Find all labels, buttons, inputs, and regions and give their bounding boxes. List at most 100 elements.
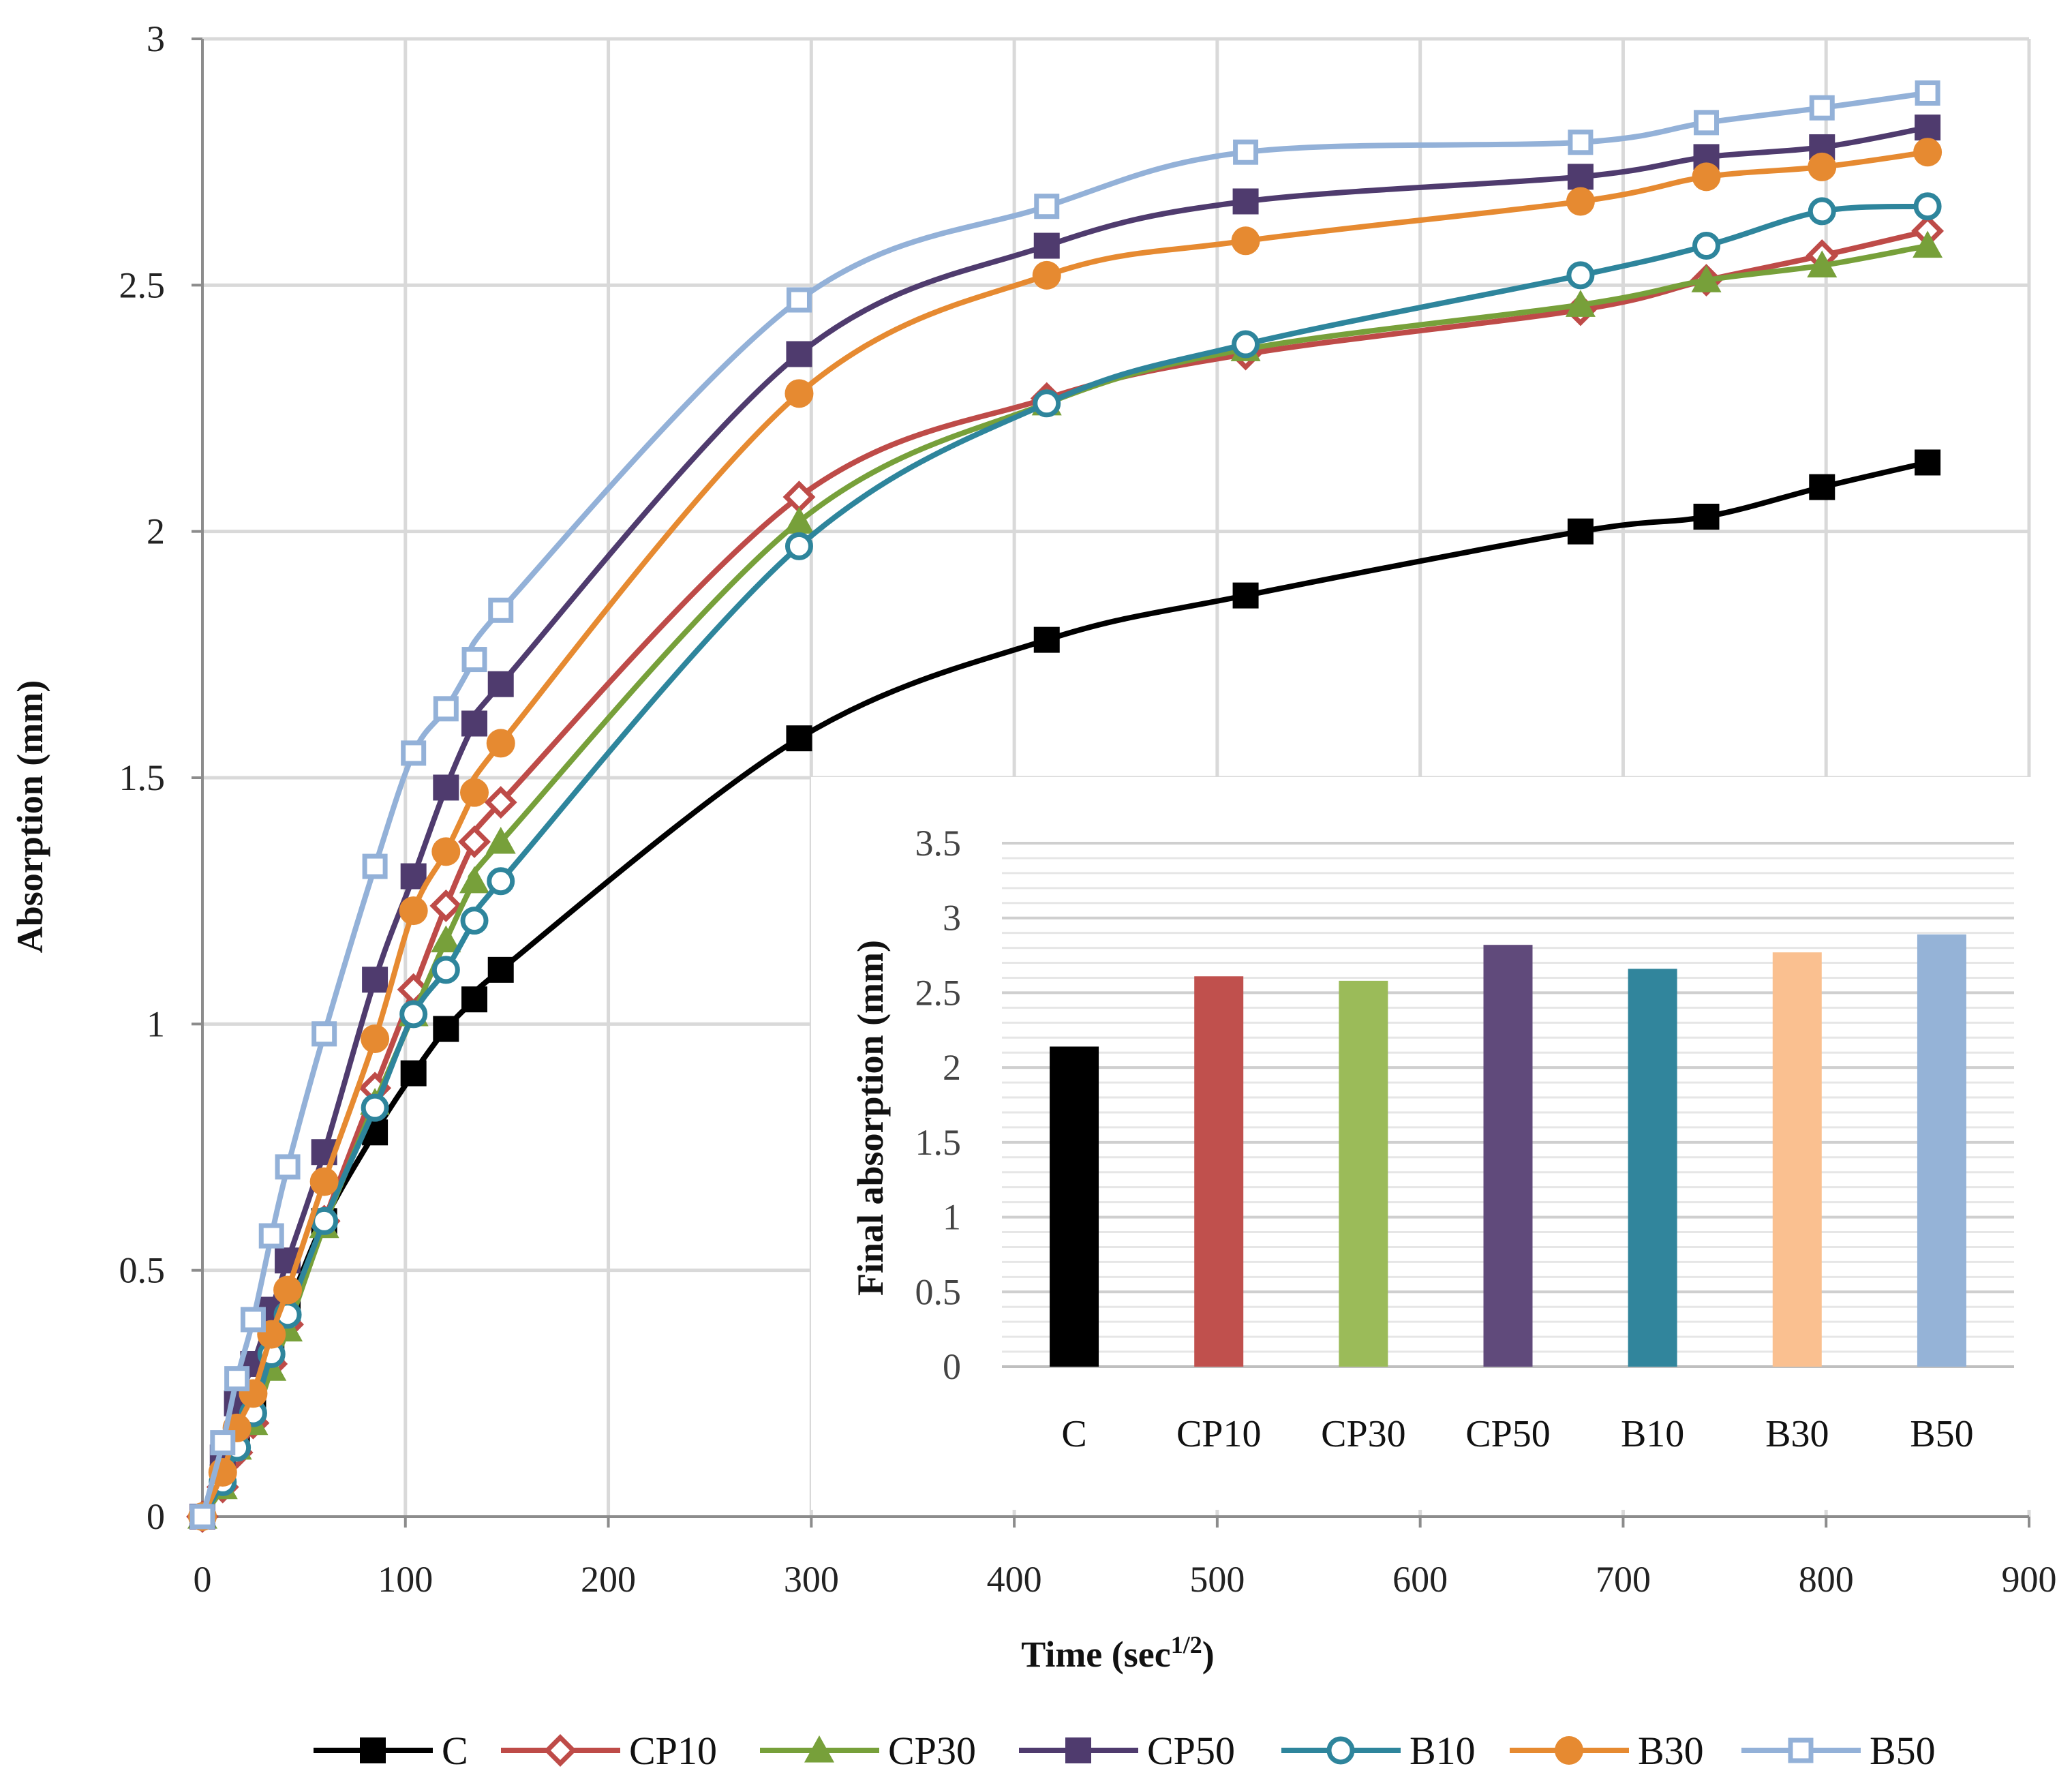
data-point bbox=[275, 1154, 301, 1180]
data-point bbox=[362, 853, 388, 879]
inset-category-label: CP30 bbox=[1321, 1413, 1406, 1455]
data-point bbox=[1913, 138, 1942, 167]
data-point bbox=[429, 889, 463, 922]
x-axis-title-text: Time (sec bbox=[1021, 1634, 1170, 1675]
inset-y-tick-label: 3.5 bbox=[915, 823, 962, 864]
x-axis-title: Time (sec1/2) bbox=[1021, 1631, 1214, 1675]
data-point bbox=[1032, 260, 1061, 290]
data-point bbox=[1033, 232, 1060, 259]
data-point bbox=[1913, 192, 1942, 221]
x-tick-label: 800 bbox=[1799, 1559, 1854, 1600]
x-tick-label: 300 bbox=[784, 1559, 839, 1600]
data-point bbox=[1915, 115, 1941, 141]
inset-category-label: CP10 bbox=[1176, 1413, 1262, 1455]
data-point bbox=[784, 532, 813, 560]
x-tick-label: 200 bbox=[581, 1559, 636, 1600]
data-point bbox=[1691, 265, 1722, 292]
data-point bbox=[224, 1366, 250, 1392]
data-point bbox=[1326, 1736, 1355, 1765]
data-point bbox=[431, 837, 461, 866]
data-point bbox=[360, 1737, 386, 1763]
inset-bar-chart: 0 0.5 1 1.5 2 2.5 3 3.5 C CP10 CP30 CP50 B10 B30 B50 bbox=[811, 777, 2062, 1510]
data-point bbox=[461, 647, 487, 673]
data-point bbox=[459, 866, 490, 894]
data-point bbox=[1566, 187, 1595, 216]
y-tick-label: 2.5 bbox=[119, 264, 166, 305]
data-point bbox=[485, 826, 516, 854]
y-tick-label: 1.5 bbox=[119, 757, 166, 798]
data-point bbox=[1065, 1737, 1091, 1763]
y-tick-label: 1 bbox=[147, 1003, 165, 1044]
y-tick-label: 0.5 bbox=[119, 1250, 166, 1291]
y-tick-label: 3 bbox=[147, 18, 165, 59]
x-tick-label: 400 bbox=[987, 1559, 1042, 1600]
legend-label: CP50 bbox=[1147, 1729, 1235, 1773]
data-point bbox=[1693, 503, 1720, 530]
legend: C CP10 CP30 CP50 B10 B30 B50 bbox=[314, 1729, 1936, 1773]
data-point bbox=[361, 1024, 390, 1054]
data-point bbox=[804, 1735, 834, 1763]
data-point bbox=[433, 774, 459, 801]
data-point bbox=[400, 863, 427, 890]
legend-item-b30: B30 bbox=[1510, 1729, 1704, 1773]
data-point bbox=[1808, 197, 1836, 226]
data-point bbox=[488, 597, 514, 623]
data-point bbox=[399, 896, 428, 926]
data-point bbox=[784, 506, 814, 534]
legend-label: B30 bbox=[1638, 1729, 1704, 1773]
data-point bbox=[362, 967, 388, 993]
data-point bbox=[1913, 230, 1943, 258]
series-b50 bbox=[189, 80, 1940, 1530]
data-point bbox=[784, 379, 814, 408]
data-point bbox=[401, 740, 427, 766]
inset-category-label: C bbox=[1061, 1413, 1086, 1455]
data-point bbox=[361, 1093, 389, 1122]
x-tick-label: 0 bbox=[194, 1559, 212, 1600]
data-point bbox=[544, 1734, 577, 1767]
data-point bbox=[1232, 582, 1259, 609]
legend-item-b10: B10 bbox=[1281, 1729, 1476, 1773]
data-point bbox=[1807, 250, 1838, 278]
inset-category-label: B10 bbox=[1621, 1413, 1684, 1455]
data-point bbox=[399, 1000, 428, 1029]
bar-c bbox=[1050, 1046, 1099, 1367]
data-point bbox=[189, 1504, 215, 1530]
bar-b30 bbox=[1772, 952, 1822, 1367]
data-point bbox=[786, 287, 812, 313]
inset-category-label: CP50 bbox=[1465, 1413, 1551, 1455]
bar-cp50 bbox=[1483, 945, 1533, 1367]
inset-y-tick-label: 1 bbox=[943, 1197, 961, 1238]
legend-label: CP10 bbox=[629, 1729, 717, 1773]
y-axis-title: Absorption (mm) bbox=[10, 680, 50, 954]
data-point bbox=[1565, 290, 1596, 317]
inset-category-label: B30 bbox=[1765, 1413, 1829, 1455]
data-point bbox=[486, 729, 515, 758]
data-point bbox=[240, 1307, 266, 1333]
data-point bbox=[210, 1430, 236, 1456]
data-point bbox=[484, 786, 517, 819]
inset-y-axis-title: Final absorption (mm) bbox=[850, 940, 891, 1296]
data-point bbox=[1034, 194, 1060, 219]
legend-item-b50: B50 bbox=[1741, 1729, 1936, 1773]
data-point bbox=[461, 986, 488, 1013]
data-point bbox=[1568, 130, 1594, 155]
legend-label: CP30 bbox=[888, 1729, 976, 1773]
bar-cp10 bbox=[1194, 976, 1244, 1367]
data-point bbox=[1692, 232, 1721, 260]
legend-label: C bbox=[442, 1729, 468, 1773]
data-point bbox=[1809, 95, 1835, 121]
legend-item-cp10: CP10 bbox=[501, 1729, 717, 1773]
x-axis-title-close: ) bbox=[1202, 1634, 1215, 1675]
data-point bbox=[433, 696, 459, 722]
series-layer bbox=[186, 80, 1945, 1533]
inset-y-tick-label: 3 bbox=[943, 898, 961, 939]
data-point bbox=[786, 725, 812, 752]
data-point bbox=[309, 1167, 339, 1196]
data-point bbox=[433, 1016, 459, 1042]
data-point bbox=[487, 867, 515, 896]
legend-label: B50 bbox=[1870, 1729, 1936, 1773]
data-point bbox=[1033, 626, 1060, 653]
bar-b10 bbox=[1628, 969, 1677, 1367]
